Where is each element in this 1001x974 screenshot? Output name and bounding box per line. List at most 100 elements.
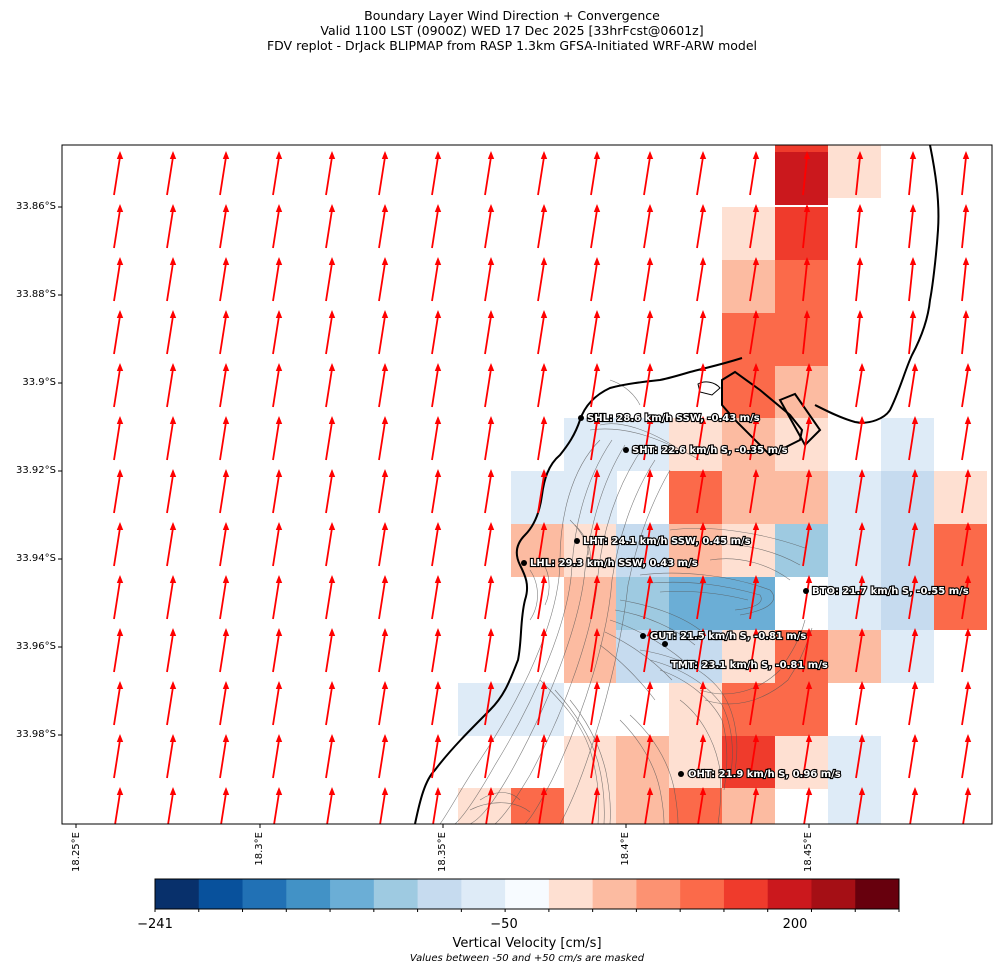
wind-arrow	[537, 416, 548, 461]
wind-arrow	[537, 310, 548, 355]
wind-arrow	[273, 787, 283, 824]
wind-arrow	[749, 628, 760, 673]
velocity-cell	[775, 260, 828, 313]
wind-arrow	[378, 628, 389, 673]
lon-tick-5: 18.45°E	[803, 832, 814, 872]
wind-arrow	[272, 416, 283, 461]
wind-arrow	[378, 681, 389, 726]
wind-arrow	[749, 151, 760, 196]
station-label-tmt: TMT: 23.1 km/h S, -0.81 m/s	[671, 660, 828, 671]
terrain-contours	[439, 379, 813, 824]
lat-tick-2: 33.88°S	[16, 289, 56, 300]
wind-arrow	[325, 363, 336, 408]
velocity-cell	[775, 683, 828, 736]
wind-arrow	[219, 522, 230, 567]
wind-arrow	[961, 522, 972, 567]
wind-arrow	[484, 628, 495, 673]
velocity-cell	[616, 788, 669, 824]
wind-arrow	[908, 416, 919, 461]
velocity-cell	[828, 524, 881, 577]
wind-arrow	[378, 204, 389, 249]
colorbar-segment	[242, 879, 287, 909]
wind-arrow	[696, 575, 707, 620]
colorbar-segment	[548, 879, 594, 909]
wind-arrow	[643, 522, 654, 567]
wind-arrow	[855, 681, 866, 726]
wind-arrow	[431, 628, 442, 673]
wind-arrow	[325, 204, 336, 249]
wind-arrow	[113, 363, 124, 408]
wind-arrow	[590, 204, 601, 249]
wind-arrow	[378, 469, 389, 514]
wind-arrow	[219, 310, 230, 355]
wind-arrow	[855, 257, 864, 302]
wind-arrow	[696, 204, 707, 249]
wind-arrow	[909, 787, 919, 824]
wind-arrow	[484, 469, 495, 514]
wind-arrow	[272, 522, 283, 567]
wind-arrow	[272, 151, 283, 196]
colorbar-label: Vertical Velocity [cm/s]	[452, 936, 602, 951]
velocity-cell	[828, 471, 881, 524]
wind-arrow	[113, 151, 124, 196]
wind-arrow	[431, 575, 442, 620]
velocity-cell	[669, 471, 722, 524]
wind-arrow	[908, 469, 919, 514]
velocity-cell	[669, 736, 722, 789]
velocity-cell	[775, 313, 828, 366]
plot-frame	[61, 144, 993, 825]
velocity-cell	[616, 577, 669, 630]
wind-arrow	[484, 204, 495, 249]
wind-arrow	[856, 787, 866, 824]
wind-arrow	[802, 734, 813, 779]
colorbar	[154, 878, 900, 912]
velocity-cell	[458, 683, 511, 736]
lon-tick-4: 18.4°E	[620, 832, 631, 866]
velocity-cell	[881, 524, 934, 577]
wind-arrow	[431, 416, 442, 461]
wind-arrow	[590, 416, 601, 461]
wind-arrow	[113, 734, 124, 779]
wind-arrow	[590, 257, 601, 302]
wind-arrow	[961, 416, 972, 461]
colorbar-segment	[811, 879, 856, 909]
station-dot-oht	[678, 771, 684, 777]
wind-arrow	[590, 310, 601, 355]
wind-arrow	[537, 257, 548, 302]
colorbar-segment	[680, 879, 725, 909]
wind-arrow	[219, 469, 230, 514]
wind-arrow	[749, 416, 760, 461]
wind-arrow	[113, 416, 124, 461]
wind-arrow	[802, 416, 813, 461]
wind-arrow	[749, 522, 760, 567]
wind-arrow	[591, 787, 601, 824]
wind-arrow	[166, 681, 177, 726]
wind-arrow	[802, 363, 813, 408]
wind-arrow	[802, 204, 811, 249]
velocity-cell	[458, 788, 511, 824]
velocity-cell	[511, 788, 564, 824]
wind-arrow	[961, 469, 972, 514]
velocity-cell	[775, 366, 828, 419]
lon-tick-1: 18.25°E	[71, 832, 82, 872]
colorbar-segment	[461, 879, 506, 909]
wind-arrow	[431, 310, 442, 355]
wind-arrow	[431, 363, 442, 408]
wind-arrow	[908, 681, 919, 726]
colorbar-frame	[154, 878, 900, 910]
wind-arrow	[272, 257, 283, 302]
wind-arrow	[166, 469, 177, 514]
title-line-2: Valid 1100 LST (0900Z) WED 17 Dec 2025 […	[320, 23, 704, 38]
colorbar-segment	[855, 879, 900, 909]
lat-tick-1: 33.86°S	[16, 201, 56, 212]
station-label-gut: GUT: 21.5 km/h S, -0.81 m/s	[650, 631, 806, 642]
colorbar-segment	[198, 879, 244, 909]
wind-arrow	[325, 575, 336, 620]
velocity-cell	[722, 313, 775, 366]
velocity-cell	[722, 418, 775, 471]
title-line-3: FDV replot - DrJack BLIPMAP from RASP 1.…	[266, 38, 758, 53]
wind-arrow	[272, 204, 283, 249]
wind-arrow	[750, 787, 760, 824]
wind-arrow	[590, 522, 601, 567]
wind-arrow	[749, 681, 760, 726]
